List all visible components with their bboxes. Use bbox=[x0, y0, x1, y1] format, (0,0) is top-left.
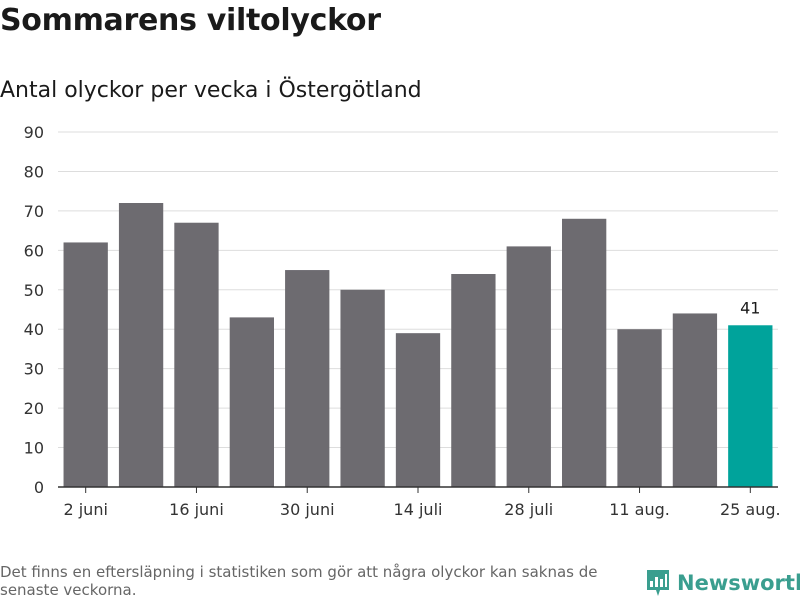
y-tick-label: 10 bbox=[24, 439, 44, 458]
newsworthy-logo-icon bbox=[647, 570, 669, 596]
data-labels: 41 bbox=[740, 298, 760, 317]
y-tick-label: 50 bbox=[24, 281, 44, 300]
y-tick-label: 60 bbox=[24, 241, 44, 260]
bar bbox=[63, 242, 108, 487]
bar bbox=[617, 329, 662, 487]
y-tick-label: 80 bbox=[24, 162, 44, 181]
x-tick-label: 11 aug. bbox=[609, 500, 670, 519]
x-axis: 2 juni 16 juni 30 juni 14 juli 28 juli 11 aug… bbox=[58, 486, 781, 519]
bar bbox=[174, 222, 219, 487]
y-tick-label: 40 bbox=[24, 320, 44, 339]
brand-logo[interactable]: Newsworthy bbox=[645, 568, 800, 598]
brand-name: Newsworthy bbox=[677, 571, 800, 595]
x-tick-label: 2 juni bbox=[63, 500, 107, 519]
bar bbox=[451, 274, 496, 487]
x-tick-label: 16 juni bbox=[169, 500, 224, 519]
bars bbox=[63, 203, 773, 487]
footnote: Det finns en eftersläpning i statistiken… bbox=[0, 563, 598, 599]
x-tick-label: 25 aug. bbox=[720, 500, 781, 519]
bar bbox=[340, 289, 385, 487]
bar bbox=[728, 325, 773, 487]
bar bbox=[285, 270, 330, 487]
x-tick-label: 30 juni bbox=[280, 500, 335, 519]
chart-subtitle: Antal olyckor per vecka i Östergötland bbox=[0, 78, 422, 103]
bar bbox=[672, 313, 718, 487]
y-axis-ticks: 0 10 20 30 40 50 60 70 80 90 bbox=[24, 123, 44, 497]
y-tick-label: 90 bbox=[24, 123, 44, 142]
chart-title: Sommarens viltolyckor bbox=[0, 3, 381, 38]
x-tick-label: 14 juli bbox=[394, 500, 443, 519]
bar bbox=[506, 246, 551, 487]
bar-chart: 0 10 20 30 40 50 60 70 80 90 41 2 juni 16 juni 30 j… bbox=[24, 123, 781, 519]
x-tick-label: 28 juli bbox=[504, 500, 553, 519]
y-tick-label: 20 bbox=[24, 399, 44, 418]
y-tick-label: 0 bbox=[34, 478, 44, 497]
bar bbox=[562, 218, 607, 487]
bar bbox=[395, 333, 441, 487]
y-tick-label: 30 bbox=[24, 360, 44, 379]
bar bbox=[118, 203, 164, 487]
bar bbox=[229, 317, 274, 487]
y-tick-label: 70 bbox=[24, 202, 44, 221]
data-label: 41 bbox=[740, 298, 760, 317]
